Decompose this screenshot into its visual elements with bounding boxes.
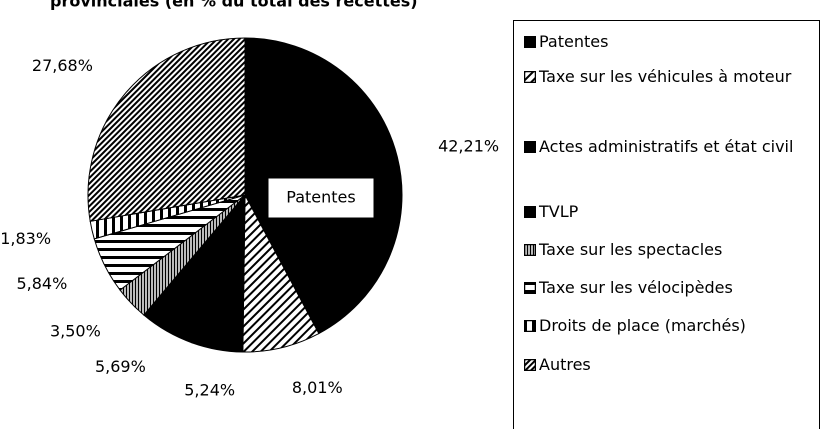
legend-label: TVLP xyxy=(539,202,579,221)
legend-item: Taxe sur les vélocipèdes xyxy=(524,277,809,298)
legend: Patentes Taxe sur les véhicules à moteur A… xyxy=(513,20,820,429)
legend-item: Taxe sur les véhicules à moteur xyxy=(524,66,809,87)
legend-label: Taxe sur les véhicules à moteur xyxy=(539,67,792,86)
legend-swatch-fill xyxy=(524,282,536,294)
annotation: Patentes xyxy=(286,188,355,207)
pie-slice xyxy=(87,37,246,222)
legend-item: Actes administratifs et état civil xyxy=(524,136,809,157)
legend-label: Patentes xyxy=(539,32,609,51)
legend-swatch-fill xyxy=(524,141,536,153)
data-label: 5,24% xyxy=(184,380,235,399)
legend-swatch xyxy=(524,359,536,371)
legend-swatch xyxy=(524,244,536,256)
data-label: 5,84% xyxy=(16,274,67,293)
annotation-box xyxy=(267,177,375,219)
legend-swatch-fill xyxy=(524,206,536,218)
legend-swatch-fill xyxy=(524,320,536,332)
legend-swatch-fill xyxy=(524,71,536,83)
data-label: 1,83% xyxy=(0,229,51,248)
data-label: 8,01% xyxy=(292,378,343,397)
legend-swatch xyxy=(524,206,536,218)
legend-swatch-fill xyxy=(524,359,536,371)
legend-swatch xyxy=(524,36,536,48)
legend-swatch xyxy=(524,282,536,294)
legend-item: Droits de place (marchés) xyxy=(524,315,809,336)
legend-item: Patentes xyxy=(524,31,809,52)
chart-title: provinciales (en % du total des recettes… xyxy=(50,0,418,11)
legend-swatch-fill xyxy=(524,244,536,256)
data-label: 42,21% xyxy=(438,136,499,155)
legend-label: Droits de place (marchés) xyxy=(539,316,746,335)
legend-label: Actes administratifs et état civil xyxy=(539,137,794,156)
legend-swatch-fill xyxy=(524,36,536,48)
legend-swatch xyxy=(524,141,536,153)
data-label: 27,68% xyxy=(32,56,93,75)
legend-label: Autres xyxy=(539,355,591,374)
legend-item: Autres xyxy=(524,354,809,375)
legend-item: TVLP xyxy=(524,201,809,222)
legend-label: Taxe sur les vélocipèdes xyxy=(539,278,733,297)
data-label: 5,69% xyxy=(95,357,146,376)
legend-swatch xyxy=(524,71,536,83)
data-label: 3,50% xyxy=(50,322,101,341)
legend-swatch xyxy=(524,320,536,332)
legend-item: Taxe sur les spectacles xyxy=(524,239,809,260)
chart: provinciales (en % du total des recettes… xyxy=(0,0,499,399)
legend-label: Taxe sur les spectacles xyxy=(539,240,723,259)
